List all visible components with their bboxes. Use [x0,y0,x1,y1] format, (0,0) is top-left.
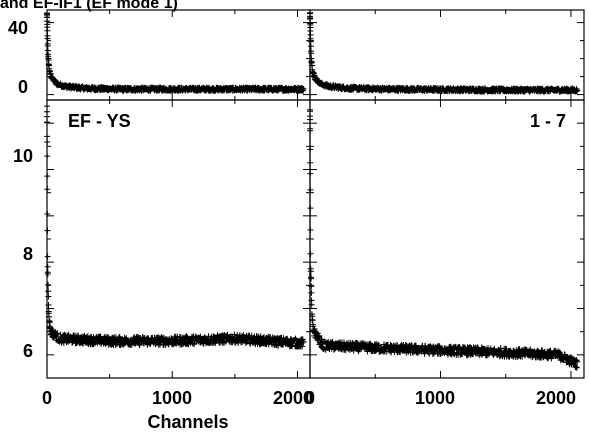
x-tick-label-right-1000: 1000 [415,388,455,408]
panel-label-ef-ys: EF - YS [68,111,131,131]
series-markers-bottom-left [44,103,307,350]
x-tick-label-left-0: 0 [42,388,52,408]
panel-label-1-7: 1 - 7 [530,111,566,131]
chart-title: and EF-IF1 (EF mode 1) [0,0,178,12]
series-markers-top-left [44,10,307,94]
x-tick-label-right-2000: 2000 [536,388,576,408]
series-markers-bottom-right [307,106,581,371]
x-tick-label-left-1000: 1000 [152,388,192,408]
y-tick-label-top-40: 40 [8,18,28,38]
y-tick-label-top-0: 0 [18,77,28,97]
y-tick-label-bottom-10: 10 [13,146,33,166]
axis-ticks [46,10,584,379]
x-tick-label-left-2000: 2000 [273,388,313,408]
panel-frame-bottom-right [309,99,585,379]
data-points [44,9,581,371]
series-markers-top-right [307,9,581,95]
x-tick-label-right-0: 0 [305,388,315,408]
y-tick-label-bottom-8: 8 [23,244,33,264]
x-axis-label: Channels [147,412,228,432]
panel-frames [46,9,585,379]
y-tick-label-bottom-6: 6 [23,341,33,361]
